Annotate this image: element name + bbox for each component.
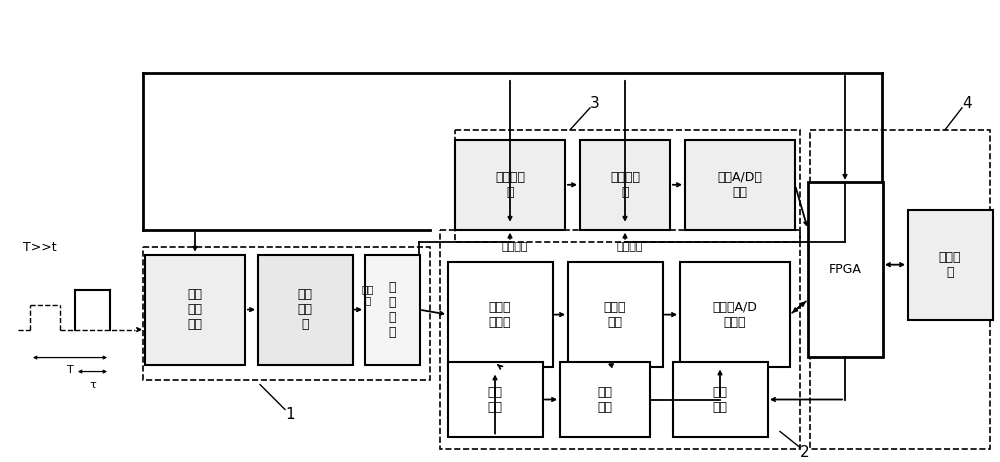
Text: 光电
探测
器: 光电 探测 器 — [298, 288, 312, 331]
Bar — [672, 362, 768, 437]
Bar — [455, 140, 565, 230]
Text: 增益控制: 增益控制 — [617, 242, 643, 252]
Text: 参数切换: 参数切换 — [502, 242, 528, 252]
Text: 2: 2 — [800, 445, 810, 460]
Bar — [145, 255, 245, 365]
Text: 4: 4 — [962, 97, 972, 111]
Text: τ: τ — [89, 379, 96, 389]
Text: 程控放大
器: 程控放大 器 — [495, 171, 525, 199]
Bar — [680, 262, 790, 367]
Bar — [580, 140, 670, 230]
Bar — [440, 230, 800, 450]
Text: 时长
控制: 时长 控制 — [712, 385, 728, 413]
Text: 3: 3 — [590, 97, 600, 111]
Text: 可调
光衰
减器: 可调 光衰 减器 — [188, 288, 202, 331]
Text: FPGA: FPGA — [829, 263, 861, 276]
Bar — [560, 362, 650, 437]
Text: 放电
电路: 放电 电路 — [488, 385, 503, 413]
Text: 前
置
放
大: 前 置 放 大 — [388, 280, 396, 339]
Bar — [448, 362, 542, 437]
Text: T>>t: T>>t — [23, 241, 57, 254]
Bar — [810, 130, 990, 450]
Text: 程控放
大器: 程控放 大器 — [604, 301, 626, 328]
Text: 积分保
持电路: 积分保 持电路 — [489, 301, 511, 328]
Bar — [258, 255, 352, 365]
Bar — [568, 262, 662, 367]
Text: 1: 1 — [285, 407, 295, 422]
Text: T: T — [67, 365, 73, 375]
Bar — [448, 262, 552, 367]
Bar — [143, 247, 430, 379]
Text: 高速A/D转
换器: 高速A/D转 换器 — [718, 171, 762, 199]
Bar — [364, 255, 420, 365]
Bar — [455, 130, 800, 242]
Bar — [808, 182, 883, 357]
Text: 阈值
比较: 阈值 比较 — [598, 385, 612, 413]
Text: 高速比较
器: 高速比较 器 — [610, 171, 640, 199]
Text: 高精度A/D
转换器: 高精度A/D 转换器 — [713, 301, 757, 328]
Bar — [908, 210, 992, 320]
Text: 光电
流: 光电 流 — [362, 284, 374, 305]
Bar — [685, 140, 795, 230]
Text: 功率显
示: 功率显 示 — [939, 251, 961, 279]
